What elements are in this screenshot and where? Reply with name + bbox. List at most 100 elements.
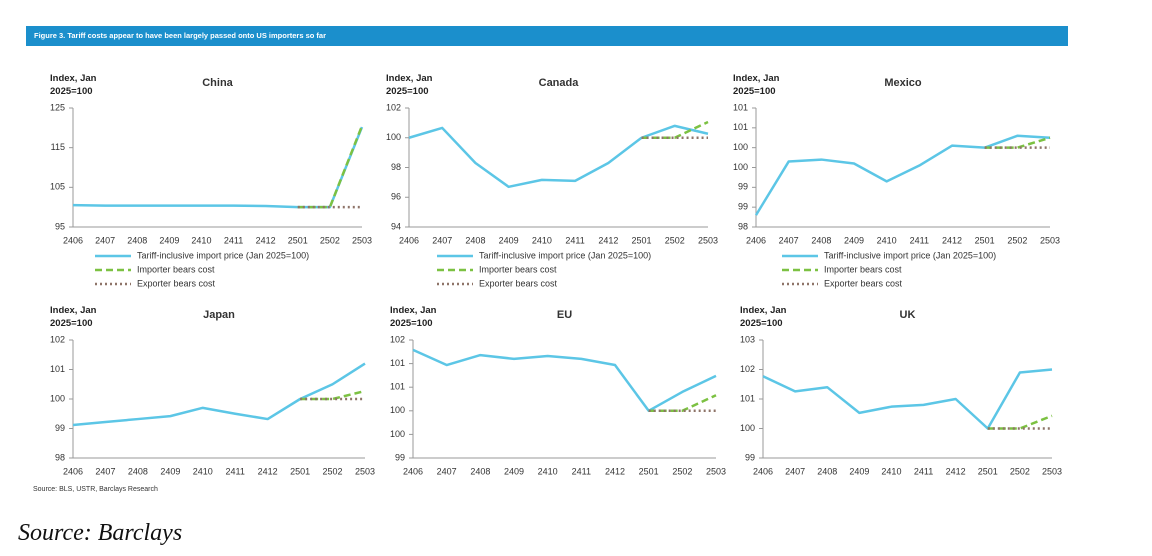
y-tick-label: 98 — [391, 162, 401, 172]
x-tick-label: 2503 — [706, 466, 726, 476]
x-tick-label: 2406 — [399, 235, 419, 245]
x-tick-label: 2407 — [95, 466, 115, 476]
x-tick-label: 2409 — [849, 466, 869, 476]
x-tick-label: 2407 — [432, 235, 452, 245]
series-line — [648, 394, 717, 413]
x-tick-label: 2411 — [914, 466, 933, 476]
source-note: Source: BLS, USTR, Barclays Research — [33, 486, 158, 493]
x-tick-label: 2409 — [499, 235, 519, 245]
y-tick-label: 99 — [738, 202, 748, 212]
x-tick-label: 2503 — [355, 466, 375, 476]
x-tick-label: 2408 — [811, 235, 831, 245]
x-tick-label: 2406 — [63, 466, 83, 476]
chart-title: Japan — [203, 309, 235, 321]
x-tick-label: 2501 — [288, 235, 308, 245]
y-axis-label: Index, Jan 2025=100 — [740, 305, 787, 329]
chart-title: UK — [900, 309, 916, 321]
x-tick-label: 2406 — [63, 235, 83, 245]
x-tick-label: 2410 — [191, 235, 211, 245]
y-tick-label: 101 — [390, 358, 405, 368]
y-tick-label: 100 — [386, 132, 401, 142]
y-tick-label: 100 — [733, 162, 748, 172]
x-tick-label: 2502 — [1007, 235, 1027, 245]
x-tick-label: 2501 — [639, 466, 659, 476]
series-line — [754, 134, 1051, 216]
x-tick-label: 2409 — [160, 466, 180, 476]
y-axis-label: Index, Jan 2025=100 — [733, 73, 780, 97]
y-tick-label: 101 — [50, 364, 65, 374]
x-tick-label: 2502 — [672, 466, 692, 476]
x-tick-label: 2410 — [881, 466, 901, 476]
x-tick-label: 2502 — [320, 235, 340, 245]
y-tick-label: 125 — [50, 102, 65, 112]
legend-label: Tariff-inclusive import price (Jan 2025=… — [137, 250, 309, 260]
y-tick-label: 105 — [50, 182, 65, 192]
x-tick-label: 2503 — [698, 235, 718, 245]
y-axis-label: Index, Jan 2025=100 — [50, 73, 97, 97]
x-tick-label: 2501 — [632, 235, 652, 245]
x-tick-label: 2412 — [942, 235, 962, 245]
x-tick-label: 2411 — [224, 235, 243, 245]
x-tick-label: 2408 — [817, 466, 837, 476]
series-line — [762, 368, 1053, 430]
y-axis-label: Index, Jan 2025=100 — [50, 305, 97, 329]
x-tick-label: 2409 — [844, 235, 864, 245]
y-axis-label: Index, Jan 2025=100 — [386, 73, 433, 97]
x-tick-label: 2408 — [128, 466, 148, 476]
y-tick-label: 98 — [738, 221, 748, 231]
x-tick-label: 2501 — [290, 466, 310, 476]
x-tick-label: 2503 — [352, 235, 372, 245]
x-tick-label: 2412 — [605, 466, 625, 476]
series-line — [984, 136, 1051, 149]
y-tick-label: 99 — [738, 182, 748, 192]
y-tick-label: 99 — [745, 452, 755, 462]
series-line — [297, 125, 364, 209]
x-tick-label: 2502 — [1010, 466, 1030, 476]
x-tick-label: 2412 — [256, 235, 276, 245]
y-axis-label: Index, Jan 2025=100 — [390, 305, 437, 329]
legend-label: Exporter bears cost — [137, 278, 216, 288]
y-tick-label: 100 — [390, 429, 405, 439]
x-tick-label: 2407 — [785, 466, 805, 476]
y-tick-label: 100 — [390, 405, 405, 415]
x-tick-label: 2409 — [159, 235, 179, 245]
x-tick-label: 2411 — [226, 466, 245, 476]
y-tick-label: 102 — [50, 334, 65, 344]
x-tick-label: 2412 — [946, 466, 966, 476]
x-tick-label: 2503 — [1042, 466, 1062, 476]
chart-title: EU — [557, 309, 572, 321]
legend-label: Importer bears cost — [137, 264, 215, 274]
x-tick-label: 2410 — [538, 466, 558, 476]
x-tick-label: 2411 — [572, 466, 591, 476]
x-tick-label: 2412 — [258, 466, 278, 476]
y-tick-label: 102 — [386, 102, 401, 112]
x-tick-label: 2409 — [504, 466, 524, 476]
x-tick-label: 2502 — [665, 235, 685, 245]
figure-header: Figure 3. Tariff costs appear to have be… — [26, 26, 1068, 46]
legend-label: Tariff-inclusive import price (Jan 2025=… — [824, 250, 996, 260]
x-tick-label: 2408 — [127, 235, 147, 245]
series-line — [72, 126, 364, 209]
x-tick-label: 2407 — [95, 235, 115, 245]
y-tick-label: 100 — [740, 423, 755, 433]
x-tick-label: 2410 — [532, 235, 552, 245]
x-tick-label: 2503 — [1040, 235, 1060, 245]
series-line — [412, 348, 717, 413]
y-tick-label: 102 — [390, 334, 405, 344]
y-tick-label: 101 — [733, 122, 748, 132]
x-tick-label: 2501 — [978, 466, 998, 476]
y-tick-label: 101 — [740, 393, 755, 403]
legend-label: Importer bears cost — [479, 264, 557, 274]
series-line — [72, 362, 366, 427]
x-tick-label: 2407 — [779, 235, 799, 245]
y-tick-label: 99 — [55, 423, 65, 433]
x-tick-label: 2411 — [910, 235, 929, 245]
x-tick-label: 2406 — [746, 235, 766, 245]
chart-title: China — [202, 77, 233, 89]
y-tick-label: 101 — [390, 382, 405, 392]
x-tick-label: 2406 — [403, 466, 423, 476]
y-tick-label: 100 — [50, 393, 65, 403]
x-tick-label: 2406 — [753, 466, 773, 476]
